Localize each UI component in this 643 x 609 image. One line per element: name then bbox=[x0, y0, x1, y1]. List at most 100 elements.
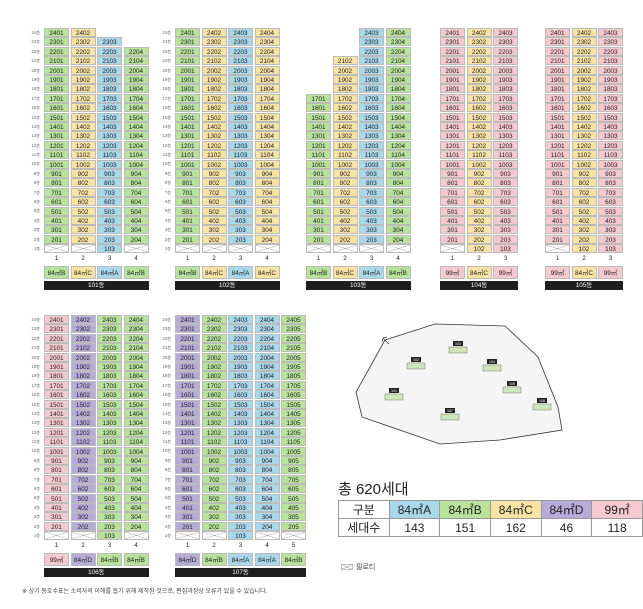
unit-cell: 403 bbox=[228, 503, 253, 512]
floor-label: 1층 bbox=[33, 245, 40, 251]
floor-label: 3층 bbox=[164, 227, 171, 233]
summary-count: 46 bbox=[540, 518, 593, 537]
unit-cell: 2402 bbox=[201, 315, 227, 324]
unit-cell: 2402 bbox=[571, 28, 597, 37]
unit-cell: 1502 bbox=[466, 112, 492, 122]
unit-cell: 103 bbox=[598, 244, 623, 254]
unit-cell: 2302 bbox=[201, 37, 227, 47]
unit-type: 84㎡B bbox=[97, 552, 122, 566]
unit-cell: 302 bbox=[70, 512, 96, 522]
unit-cell: 2203 bbox=[493, 46, 518, 56]
unit-cell: 2201 bbox=[545, 46, 570, 56]
unit-cell: 2301 bbox=[44, 324, 69, 334]
floor-label: 20층 bbox=[31, 67, 40, 73]
unit-cell: 1003 bbox=[359, 159, 384, 169]
map-building-label: 106 bbox=[539, 399, 545, 403]
unit-type: 84㎡C bbox=[332, 265, 358, 279]
piloti-cell bbox=[440, 244, 465, 254]
unit-cell: 304 bbox=[123, 512, 149, 522]
floor-label: 23층 bbox=[162, 39, 171, 45]
unit-cell: 1801 bbox=[44, 84, 69, 94]
unit-cell: 804 bbox=[123, 178, 149, 188]
unit-cell: 801 bbox=[545, 178, 570, 188]
unit-cell: 1001 bbox=[440, 159, 465, 169]
unit-cell: 1202 bbox=[70, 140, 96, 150]
unit-cell: 1004 bbox=[385, 159, 411, 169]
unit-cell: 1301 bbox=[440, 131, 465, 141]
unit-cell: 103 bbox=[97, 531, 122, 541]
unit-cell: 1502 bbox=[70, 112, 96, 122]
floor-label: 10층 bbox=[162, 161, 171, 167]
unit-cell: 1803 bbox=[228, 84, 253, 94]
map-building bbox=[502, 386, 522, 394]
unit-cell: 1101 bbox=[44, 437, 69, 447]
unit-cell: 2003 bbox=[359, 65, 384, 75]
unit-cell: 1504 bbox=[254, 399, 280, 409]
unit-cell: 802 bbox=[466, 178, 492, 188]
unit-cell: 1601 bbox=[44, 103, 69, 113]
map-building-tag bbox=[445, 408, 455, 413]
map-building-label: 105 bbox=[509, 382, 515, 386]
unit-cell: 1902 bbox=[70, 75, 96, 84]
unit-cell: 501 bbox=[175, 493, 200, 503]
unit-cell: 2203 bbox=[359, 46, 384, 56]
unit-cell: 1701 bbox=[44, 380, 69, 390]
unit-cell: 1701 bbox=[175, 93, 200, 103]
unit-cell: 1203 bbox=[228, 140, 253, 150]
unit-type: 84㎡D bbox=[70, 552, 96, 566]
unit-cell: 1904 bbox=[254, 362, 280, 371]
unit-cell: 1801 bbox=[175, 84, 200, 94]
unit-cell: 501 bbox=[44, 206, 69, 216]
unit-cell: 602 bbox=[70, 197, 96, 207]
unit-cell: 303 bbox=[493, 225, 518, 235]
unit-cell: 1102 bbox=[70, 437, 96, 447]
floor-label: 18층 bbox=[162, 373, 171, 379]
floor-label: 23층 bbox=[162, 326, 171, 332]
floor-label: 17층 bbox=[31, 95, 40, 101]
line-number: 2 bbox=[212, 542, 216, 549]
floor-label: 24층 bbox=[162, 317, 171, 322]
unit-cell: 703 bbox=[228, 474, 253, 484]
unit-cell: 703 bbox=[493, 187, 518, 197]
unit-cell: 703 bbox=[228, 187, 253, 197]
unit-cell: 1904 bbox=[123, 362, 149, 371]
unit-cell: 1603 bbox=[97, 103, 122, 113]
unit-cell: 505 bbox=[281, 493, 306, 503]
unit-cell: 1804 bbox=[123, 371, 149, 381]
unit-cell: 301 bbox=[44, 512, 69, 522]
floor-label: 24층 bbox=[31, 30, 40, 35]
floor-label: 19층 bbox=[31, 363, 40, 369]
unit-cell: 2002 bbox=[201, 65, 227, 75]
unit-cell: 404 bbox=[385, 216, 411, 225]
unit-cell: 1801 bbox=[44, 371, 69, 381]
unit-cell: 2103 bbox=[228, 56, 253, 66]
unit-cell: 1101 bbox=[175, 437, 200, 447]
unit-cell: 1402 bbox=[70, 122, 96, 131]
unit-cell: 2302 bbox=[70, 324, 96, 334]
unit-cell: 1803 bbox=[359, 84, 384, 94]
unit-cell: 801 bbox=[175, 465, 200, 475]
unit-cell: 1103 bbox=[97, 437, 122, 447]
unit-cell: 301 bbox=[175, 225, 200, 235]
unit-cell: 1701 bbox=[545, 93, 570, 103]
unit-cell: 1001 bbox=[44, 446, 69, 456]
unit-cell: 905 bbox=[281, 456, 306, 465]
unit-cell: 703 bbox=[97, 187, 122, 197]
floor-label: 17층 bbox=[31, 382, 40, 388]
unit-cell: 204 bbox=[385, 234, 411, 244]
unit-cell: 401 bbox=[44, 503, 69, 512]
unit-cell: 2203 bbox=[97, 46, 122, 56]
summary-header-type: 84㎡C bbox=[489, 500, 542, 519]
unit-cell: 704 bbox=[123, 474, 149, 484]
unit-cell: 1403 bbox=[359, 122, 384, 131]
unit-cell: 2303 bbox=[97, 37, 122, 47]
unit-cell: 903 bbox=[359, 169, 384, 178]
unit-type: 84㎡A bbox=[359, 265, 384, 279]
floor-label: 7층 bbox=[164, 476, 171, 482]
building-label: 105동 bbox=[545, 280, 623, 290]
unit-cell: 704 bbox=[385, 187, 411, 197]
floor-label: 21층 bbox=[31, 58, 40, 64]
unit-type: 84㎡A bbox=[228, 552, 253, 566]
unit-cell: 203 bbox=[228, 234, 253, 244]
unit-cell: 201 bbox=[44, 234, 69, 244]
